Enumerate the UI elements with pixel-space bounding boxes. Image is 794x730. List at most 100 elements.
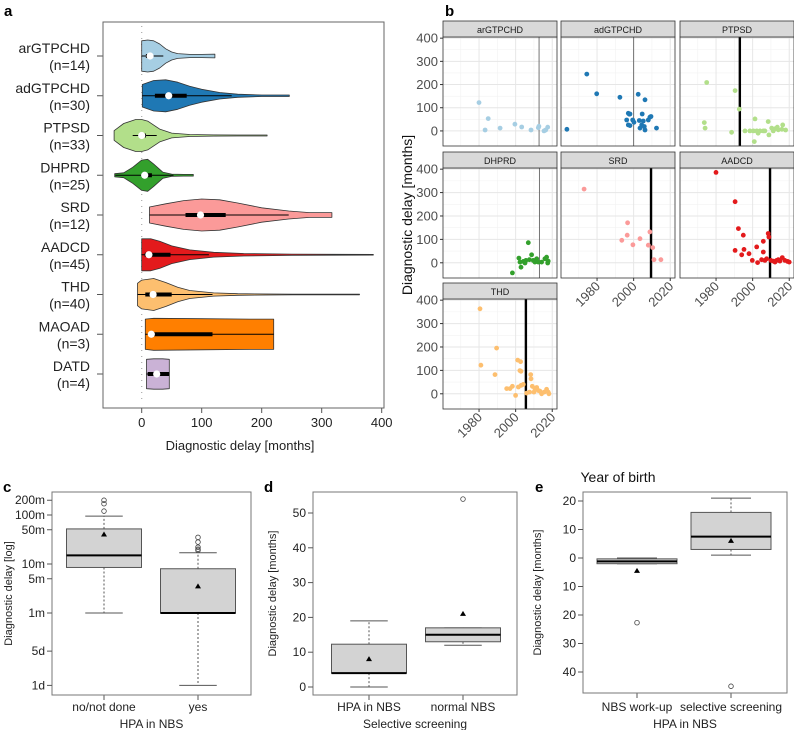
- y-tick-label: 0: [431, 386, 438, 401]
- data-point: [545, 260, 551, 266]
- facet-arGTPCHD: arGTPCHD 0 100 200 300 400: [416, 20, 558, 147]
- data-point: [513, 393, 518, 398]
- box-no/not done: no/not done: [66, 497, 142, 714]
- data-point: [478, 362, 484, 368]
- data-point: [528, 127, 534, 133]
- mean-marker: [101, 531, 107, 537]
- data-point: [485, 116, 491, 121]
- facet-strip-label: THD: [491, 287, 510, 297]
- y-tick-label: 0: [569, 551, 576, 565]
- group-n-label: (n=12): [49, 216, 90, 232]
- y-tick-label: 10m: [22, 557, 45, 571]
- outlier-point: [195, 544, 201, 550]
- data-point: [525, 240, 531, 246]
- y-tick-label: 5d: [32, 644, 45, 658]
- x-tick-label: yes: [189, 700, 208, 714]
- data-point: [639, 111, 645, 117]
- data-point: [528, 376, 534, 382]
- facet-strip-label: AADCD: [721, 156, 753, 166]
- x-tick-label: 2000: [728, 279, 759, 310]
- x-axis-title: Selective screening: [363, 717, 467, 730]
- median-point: [165, 92, 173, 100]
- data-point: [759, 257, 764, 263]
- y-tick-label: 200: [416, 77, 438, 92]
- x-tick-label: 2020: [764, 279, 794, 310]
- mean-marker: [366, 656, 372, 662]
- data-point: [516, 255, 522, 261]
- median-point: [141, 171, 149, 179]
- data-point: [729, 129, 734, 135]
- x-tick-label: 2000: [491, 410, 522, 441]
- facet-strip-label: DHPRD: [484, 156, 517, 166]
- data-point: [631, 119, 637, 125]
- group-label: adGTPCHD: [15, 80, 90, 96]
- y-tick-label: 0: [431, 123, 438, 138]
- data-point: [766, 234, 772, 240]
- data-point: [754, 244, 760, 250]
- median-point: [196, 211, 205, 219]
- box-HPA in NBS: HPA in NBS: [331, 620, 407, 714]
- y-tick-label: 5m: [28, 572, 45, 586]
- group-n-label: (n=4): [57, 375, 90, 391]
- data-point: [648, 114, 654, 119]
- x-tick-label: 2020: [527, 410, 558, 441]
- data-point: [545, 124, 551, 130]
- data-point: [746, 251, 752, 257]
- outlier-point: [195, 539, 201, 545]
- x-tick-label: 0: [138, 415, 145, 430]
- data-point: [527, 257, 532, 263]
- data-point: [546, 391, 552, 397]
- x-tick-label: 400: [371, 415, 393, 430]
- violin-THD: THD(n=40): [49, 278, 360, 312]
- facet-strip-label: SRD: [608, 156, 628, 166]
- outlier-point: [101, 501, 107, 507]
- y-axis-title: Diagnostic delay [months]: [532, 530, 544, 656]
- panel-label-d: d: [264, 479, 273, 496]
- data-point: [624, 232, 630, 238]
- data-point: [645, 242, 651, 248]
- violin-shape: [113, 119, 268, 152]
- group-label: PTPSD: [43, 120, 90, 136]
- y-tick-label: 300: [416, 316, 438, 331]
- y-tick-label: 1d: [32, 678, 45, 692]
- x-axis-title: Year of birth: [581, 469, 656, 485]
- y-tick-label: 300: [416, 185, 438, 200]
- data-point: [520, 382, 526, 387]
- data-point: [518, 359, 523, 365]
- data-point: [627, 111, 633, 117]
- y-tick-label: 100: [416, 232, 438, 247]
- data-point: [518, 264, 524, 270]
- data-point: [642, 127, 648, 133]
- group-n-label: (n=40): [49, 296, 90, 312]
- y-tick-label: 0: [431, 255, 438, 270]
- group-n-label: (n=30): [49, 97, 90, 113]
- median-point: [145, 251, 153, 259]
- outlier-point: [195, 546, 201, 552]
- x-tick-label: 1980: [454, 410, 485, 441]
- plot-frame: [312, 491, 518, 696]
- y-tick-label: 100: [416, 363, 438, 378]
- data-point: [702, 125, 708, 131]
- x-tick-label: HPA in NBS: [337, 700, 401, 714]
- data-point: [704, 80, 710, 85]
- mean-marker: [634, 567, 640, 573]
- data-point: [531, 389, 537, 395]
- violin-shape: [137, 278, 360, 311]
- data-point: [492, 372, 498, 377]
- panel-label-a: a: [4, 3, 13, 20]
- data-point: [624, 117, 630, 123]
- data-point: [504, 386, 510, 391]
- data-point: [751, 128, 756, 134]
- outlier-point: [195, 534, 201, 541]
- y-tick-label: 100m: [15, 508, 45, 522]
- x-axis-title: Diagnostic delay [months]: [166, 438, 315, 453]
- y-tick-label: 0: [299, 680, 306, 694]
- mean-marker: [460, 610, 466, 616]
- violin-PTPSD: PTPSD(n=33): [43, 119, 268, 153]
- data-point: [732, 248, 738, 253]
- data-point: [775, 257, 781, 263]
- violin-shape: [141, 238, 374, 272]
- data-point: [732, 199, 738, 205]
- x-axis-title: HPA in NBS: [120, 717, 184, 730]
